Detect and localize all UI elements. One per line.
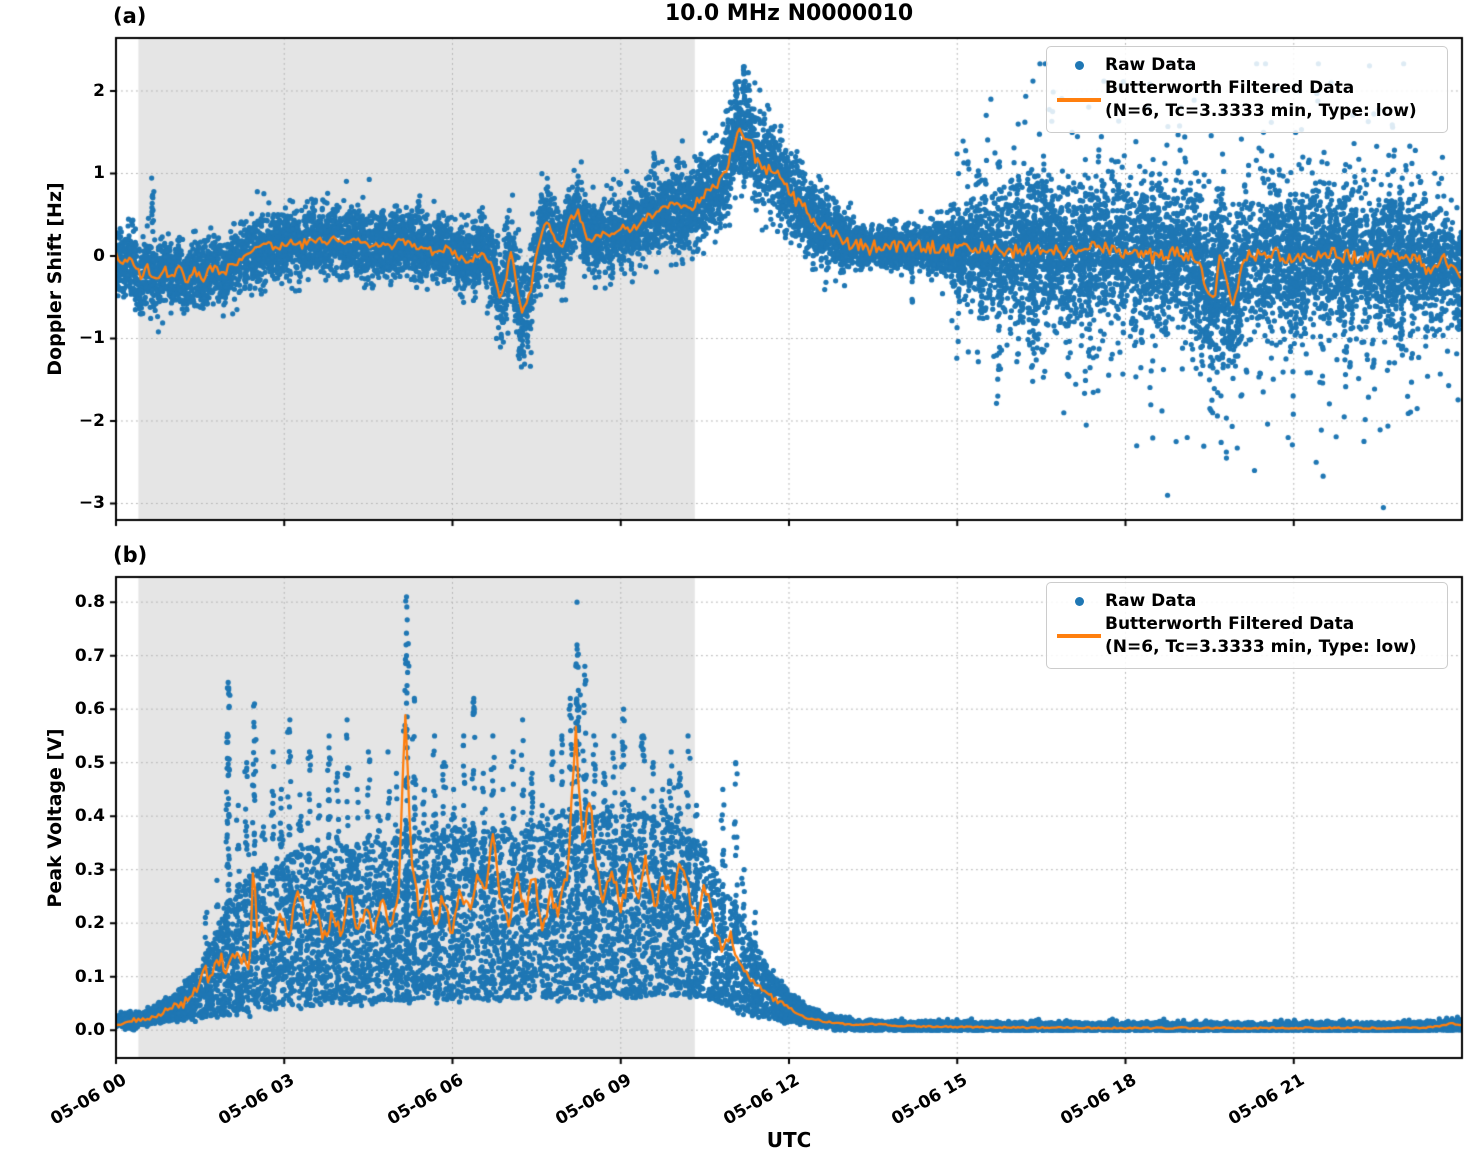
raw-data-marker-icon: [1053, 596, 1105, 606]
y-tick-label: 0.7: [74, 645, 105, 666]
y-tick-label: 0.6: [74, 699, 105, 720]
legend-entry-raw: Raw Data: [1053, 54, 1437, 77]
legend-filtered-label-line1: Butterworth Filtered Data: [1105, 613, 1355, 634]
legend-raw-label: Raw Data: [1105, 55, 1197, 75]
legend-filtered-label-line2: (N=6, Tc=3.3333 min, Type: low): [1105, 636, 1417, 657]
panel-label-b: (b): [113, 543, 148, 567]
filtered-data-marker-icon: [1053, 634, 1105, 638]
y-tick-label: 1: [93, 163, 105, 184]
y-tick-label: −3: [78, 493, 105, 514]
y-tick-label: 0.8: [74, 592, 105, 613]
x-axis-label: UTC: [766, 1128, 812, 1152]
y-tick-label: 0.4: [74, 806, 105, 827]
legend-bottom: Raw Data Butterworth Filtered Data (N=6,…: [1046, 582, 1448, 669]
legend-filtered-label-line1: Butterworth Filtered Data: [1105, 77, 1355, 98]
y-tick-label: 0.1: [74, 966, 105, 987]
legend-raw-label: Raw Data: [1105, 591, 1197, 611]
y-tick-label: 0.0: [74, 1020, 105, 1041]
y-axis-label-top: Doppler Shift [Hz]: [44, 182, 66, 376]
y-tick-label: 0: [93, 245, 105, 266]
y-tick-label: 0.5: [74, 752, 105, 773]
legend-top: Raw Data Butterworth Filtered Data (N=6,…: [1046, 46, 1448, 133]
y-tick-label: −2: [78, 410, 105, 431]
figure-title: 10.0 MHz N0000010: [664, 1, 914, 26]
y-tick-label: 0.2: [74, 913, 105, 934]
y-tick-label: −1: [78, 328, 105, 349]
legend-entry-raw: Raw Data: [1053, 590, 1437, 613]
raw-data-marker-icon: [1053, 60, 1105, 70]
filtered-data-marker-icon: [1053, 98, 1105, 102]
y-tick-label: 0.3: [74, 859, 105, 880]
y-tick-label: 2: [93, 80, 105, 101]
panel-label-a: (a): [113, 4, 147, 28]
y-axis-label-bottom: Peak Voltage [V]: [44, 728, 66, 908]
legend-entry-filtered: Butterworth Filtered Data (N=6, Tc=3.333…: [1053, 613, 1437, 659]
legend-entry-filtered: Butterworth Filtered Data (N=6, Tc=3.333…: [1053, 77, 1437, 123]
legend-filtered-label-line2: (N=6, Tc=3.3333 min, Type: low): [1105, 100, 1417, 121]
